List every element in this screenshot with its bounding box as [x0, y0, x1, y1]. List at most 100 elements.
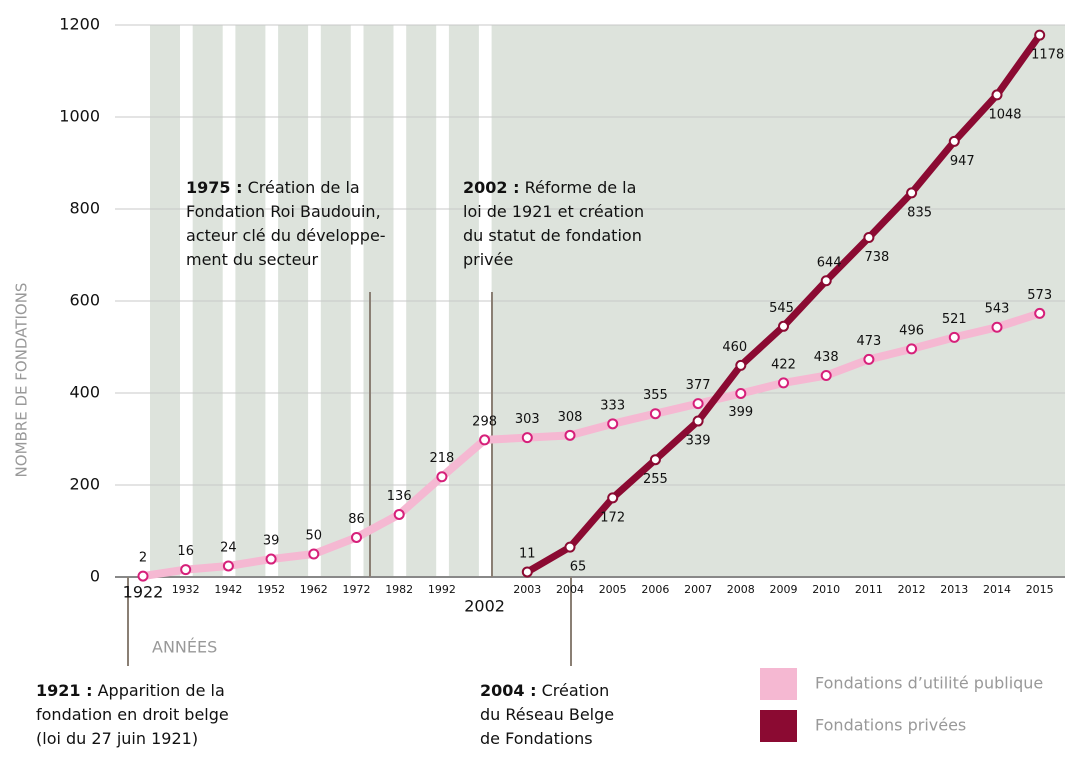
annotation: du statut de fondation — [463, 226, 642, 245]
data-label: 438 — [814, 350, 839, 365]
y-tick-label: 200 — [69, 475, 100, 494]
data-point — [692, 398, 704, 410]
data-point — [607, 492, 619, 504]
annotation-bold: 2004 : — [480, 681, 537, 700]
data-label: 11 — [519, 546, 536, 561]
data-point — [948, 135, 960, 147]
data-point — [607, 418, 619, 430]
data-label: 2 — [139, 551, 147, 566]
x-tick-label: 2011 — [855, 583, 883, 596]
data-label: 24 — [220, 540, 237, 555]
data-point — [735, 359, 747, 371]
data-point — [991, 321, 1003, 333]
data-label: 835 — [907, 205, 932, 220]
x-tick-label: 1972 — [343, 583, 371, 596]
annotation-text: Fondation Roi Baudouin, — [186, 202, 381, 221]
data-point — [351, 531, 362, 543]
data-point — [863, 232, 875, 244]
x-tick-label: 2007 — [684, 583, 712, 596]
data-label: 473 — [856, 334, 881, 349]
annotation-text: (loi du 27 juin 1921) — [36, 729, 198, 748]
data-point — [1034, 307, 1046, 319]
annotation-bold: 2002 : — [463, 178, 520, 197]
annotation: fondation en droit belge — [36, 705, 229, 724]
annotation-text: du Réseau Belge — [480, 705, 614, 724]
data-label: 1048 — [988, 107, 1021, 122]
annotation-text: acteur clé du développe- — [186, 226, 386, 245]
annotation-bold: 1975 : — [186, 178, 243, 197]
annotation-text: privée — [463, 250, 513, 269]
data-point — [564, 541, 576, 553]
data-label: 573 — [1027, 288, 1052, 303]
annotation: Fondation Roi Baudouin, — [186, 202, 381, 221]
y-tick-label: 400 — [69, 383, 100, 402]
data-label: 496 — [899, 323, 924, 338]
data-point — [521, 432, 533, 444]
x-tick-label: 1992 — [428, 583, 456, 596]
data-label: 86 — [348, 512, 365, 527]
data-point — [906, 187, 918, 199]
data-point — [735, 387, 747, 399]
y-tick-label: 600 — [69, 291, 100, 310]
annotation-text: de Fondations — [480, 729, 593, 748]
data-label: 947 — [950, 154, 975, 169]
data-label: 460 — [722, 340, 747, 355]
x-axis-label: ANNÉES — [152, 638, 217, 657]
data-point — [948, 331, 960, 343]
x-tick-label: 2015 — [1026, 583, 1054, 596]
data-point — [564, 429, 576, 441]
data-label: 172 — [600, 510, 625, 525]
data-label: 738 — [864, 250, 889, 265]
x-tick-label: 2002 — [464, 597, 505, 616]
data-label: 65 — [570, 560, 587, 575]
data-label: 255 — [643, 472, 668, 487]
data-point — [393, 508, 405, 520]
data-label: 218 — [429, 451, 454, 466]
data-point — [137, 570, 149, 582]
data-point — [991, 89, 1003, 101]
annotation: loi de 1921 et création — [463, 202, 644, 221]
x-tick-label: 2005 — [599, 583, 627, 596]
data-label: 333 — [600, 398, 625, 413]
x-tick-label: 1922 — [123, 583, 164, 602]
legend-swatch — [760, 710, 797, 742]
data-label: 16 — [177, 544, 194, 559]
x-tick-label: 1982 — [385, 583, 413, 596]
x-tick-label: 2008 — [727, 583, 755, 596]
annotation: 1975 : Création de la — [186, 178, 360, 197]
data-point — [265, 553, 277, 565]
x-tick-label: 1942 — [214, 583, 242, 596]
data-point — [308, 548, 320, 560]
data-point — [180, 564, 192, 576]
data-label: 399 — [728, 405, 753, 420]
annotation-text: loi de 1921 et création — [463, 202, 644, 221]
data-label: 39 — [263, 534, 280, 549]
data-point — [436, 471, 448, 483]
x-tick-label: 2013 — [940, 583, 968, 596]
x-tick-label: 2012 — [898, 583, 926, 596]
annotation: 2004 : Création — [480, 681, 609, 700]
data-point — [479, 434, 491, 446]
annotation-text: ment du secteur — [186, 250, 319, 269]
x-tick-label: 1952 — [257, 583, 285, 596]
x-tick-label: 2004 — [556, 583, 584, 596]
annotation-bold: 1921 : — [36, 681, 93, 700]
x-tick-label: 1962 — [300, 583, 328, 596]
data-point — [649, 454, 661, 466]
series-line — [142, 309, 1041, 581]
y-tick-label: 0 — [90, 567, 100, 586]
data-label: 303 — [515, 412, 540, 427]
data-label: 377 — [686, 378, 711, 393]
x-tick-label: 2014 — [983, 583, 1011, 596]
data-label: 355 — [643, 388, 668, 403]
annotation: 1921 : Apparition de la — [36, 681, 225, 700]
annotation: privée — [463, 250, 513, 269]
data-point — [778, 377, 789, 389]
data-point — [906, 343, 918, 355]
data-point — [649, 408, 661, 420]
annotation: ment du secteur — [186, 250, 319, 269]
data-label: 521 — [942, 312, 967, 327]
data-label: 339 — [686, 434, 711, 449]
y-tick-label: 1000 — [59, 107, 100, 126]
annotation: (loi du 27 juin 1921) — [36, 729, 198, 748]
